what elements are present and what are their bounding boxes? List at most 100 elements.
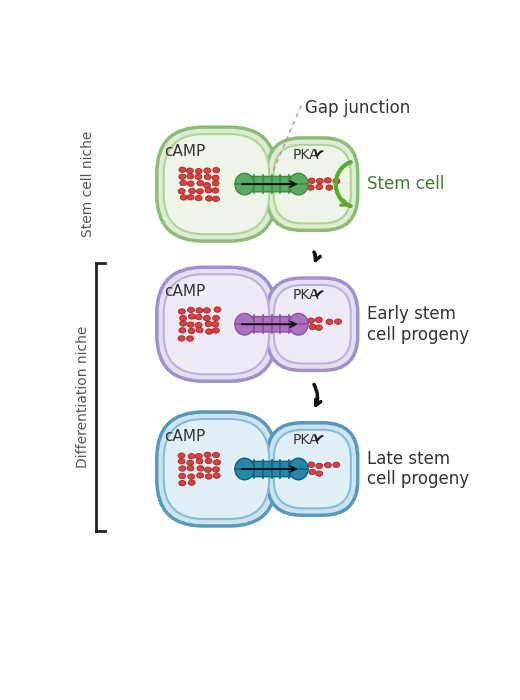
Ellipse shape <box>179 174 186 179</box>
Ellipse shape <box>187 181 194 186</box>
Text: PKA: PKA <box>293 148 320 162</box>
FancyBboxPatch shape <box>164 419 269 519</box>
Ellipse shape <box>308 178 315 183</box>
Ellipse shape <box>203 308 210 313</box>
Ellipse shape <box>307 318 315 323</box>
Ellipse shape <box>299 325 306 330</box>
FancyBboxPatch shape <box>244 461 298 477</box>
Ellipse shape <box>205 196 212 201</box>
Ellipse shape <box>178 309 185 314</box>
Ellipse shape <box>179 328 186 333</box>
Ellipse shape <box>213 467 219 473</box>
Ellipse shape <box>179 316 187 321</box>
FancyBboxPatch shape <box>157 412 276 526</box>
Ellipse shape <box>195 174 202 179</box>
Ellipse shape <box>187 195 194 200</box>
Ellipse shape <box>187 168 193 174</box>
Ellipse shape <box>235 314 254 335</box>
Ellipse shape <box>333 462 340 468</box>
FancyBboxPatch shape <box>274 430 351 508</box>
Ellipse shape <box>299 318 306 323</box>
FancyBboxPatch shape <box>164 134 269 234</box>
FancyBboxPatch shape <box>164 274 269 375</box>
Ellipse shape <box>289 314 308 335</box>
Ellipse shape <box>188 474 194 480</box>
Ellipse shape <box>178 458 185 464</box>
Ellipse shape <box>205 329 213 334</box>
FancyBboxPatch shape <box>274 145 351 223</box>
FancyBboxPatch shape <box>157 267 276 382</box>
FancyBboxPatch shape <box>267 423 358 515</box>
Ellipse shape <box>326 185 333 190</box>
Ellipse shape <box>214 460 220 465</box>
Ellipse shape <box>289 174 308 195</box>
Ellipse shape <box>213 196 219 202</box>
Ellipse shape <box>195 195 202 201</box>
Ellipse shape <box>197 473 204 478</box>
Ellipse shape <box>300 185 307 190</box>
Text: cAMP: cAMP <box>164 144 205 160</box>
Ellipse shape <box>195 169 202 174</box>
Ellipse shape <box>289 458 308 480</box>
Ellipse shape <box>188 454 195 459</box>
Text: Early stem
cell progeny: Early stem cell progeny <box>367 304 469 344</box>
FancyBboxPatch shape <box>267 138 358 230</box>
Ellipse shape <box>180 321 187 326</box>
Ellipse shape <box>204 467 212 473</box>
Ellipse shape <box>179 473 186 479</box>
Ellipse shape <box>178 188 185 194</box>
Ellipse shape <box>316 178 323 183</box>
Ellipse shape <box>298 470 305 475</box>
FancyBboxPatch shape <box>244 316 298 332</box>
Ellipse shape <box>316 471 323 476</box>
Text: cAMP: cAMP <box>164 429 205 444</box>
Ellipse shape <box>179 466 186 471</box>
Text: Stem cell niche: Stem cell niche <box>81 131 95 237</box>
Ellipse shape <box>316 325 322 330</box>
Ellipse shape <box>214 307 221 312</box>
Ellipse shape <box>316 317 322 323</box>
Ellipse shape <box>205 321 212 327</box>
Ellipse shape <box>180 181 187 186</box>
Text: Stem cell: Stem cell <box>367 175 444 193</box>
FancyBboxPatch shape <box>267 278 358 370</box>
Ellipse shape <box>195 323 202 328</box>
Text: Gap junction: Gap junction <box>305 99 410 118</box>
Ellipse shape <box>204 452 211 458</box>
Ellipse shape <box>196 458 203 464</box>
Ellipse shape <box>205 474 212 480</box>
Ellipse shape <box>324 463 331 468</box>
Text: PKA: PKA <box>293 288 320 302</box>
Ellipse shape <box>212 321 219 327</box>
Ellipse shape <box>235 174 254 195</box>
Ellipse shape <box>326 319 333 325</box>
Ellipse shape <box>197 189 203 194</box>
Ellipse shape <box>213 167 219 173</box>
Ellipse shape <box>188 328 195 334</box>
Ellipse shape <box>188 307 194 313</box>
Ellipse shape <box>188 480 195 485</box>
Ellipse shape <box>213 316 219 321</box>
Ellipse shape <box>197 181 204 186</box>
Ellipse shape <box>189 188 196 194</box>
Ellipse shape <box>204 168 211 174</box>
Ellipse shape <box>196 308 203 313</box>
Ellipse shape <box>205 458 212 463</box>
Ellipse shape <box>333 178 340 184</box>
Ellipse shape <box>196 328 203 332</box>
Ellipse shape <box>188 314 196 319</box>
Ellipse shape <box>178 453 185 459</box>
Ellipse shape <box>197 466 204 471</box>
Ellipse shape <box>179 480 186 486</box>
Ellipse shape <box>212 181 219 186</box>
Ellipse shape <box>187 460 193 466</box>
Ellipse shape <box>324 178 331 183</box>
Ellipse shape <box>307 185 314 190</box>
Ellipse shape <box>334 319 342 324</box>
Ellipse shape <box>316 463 323 468</box>
Text: Differentiation niche: Differentiation niche <box>76 326 90 468</box>
Text: PKA: PKA <box>293 433 320 447</box>
Ellipse shape <box>308 462 315 468</box>
Text: Late stem
cell progeny: Late stem cell progeny <box>367 449 469 489</box>
Ellipse shape <box>187 174 194 179</box>
